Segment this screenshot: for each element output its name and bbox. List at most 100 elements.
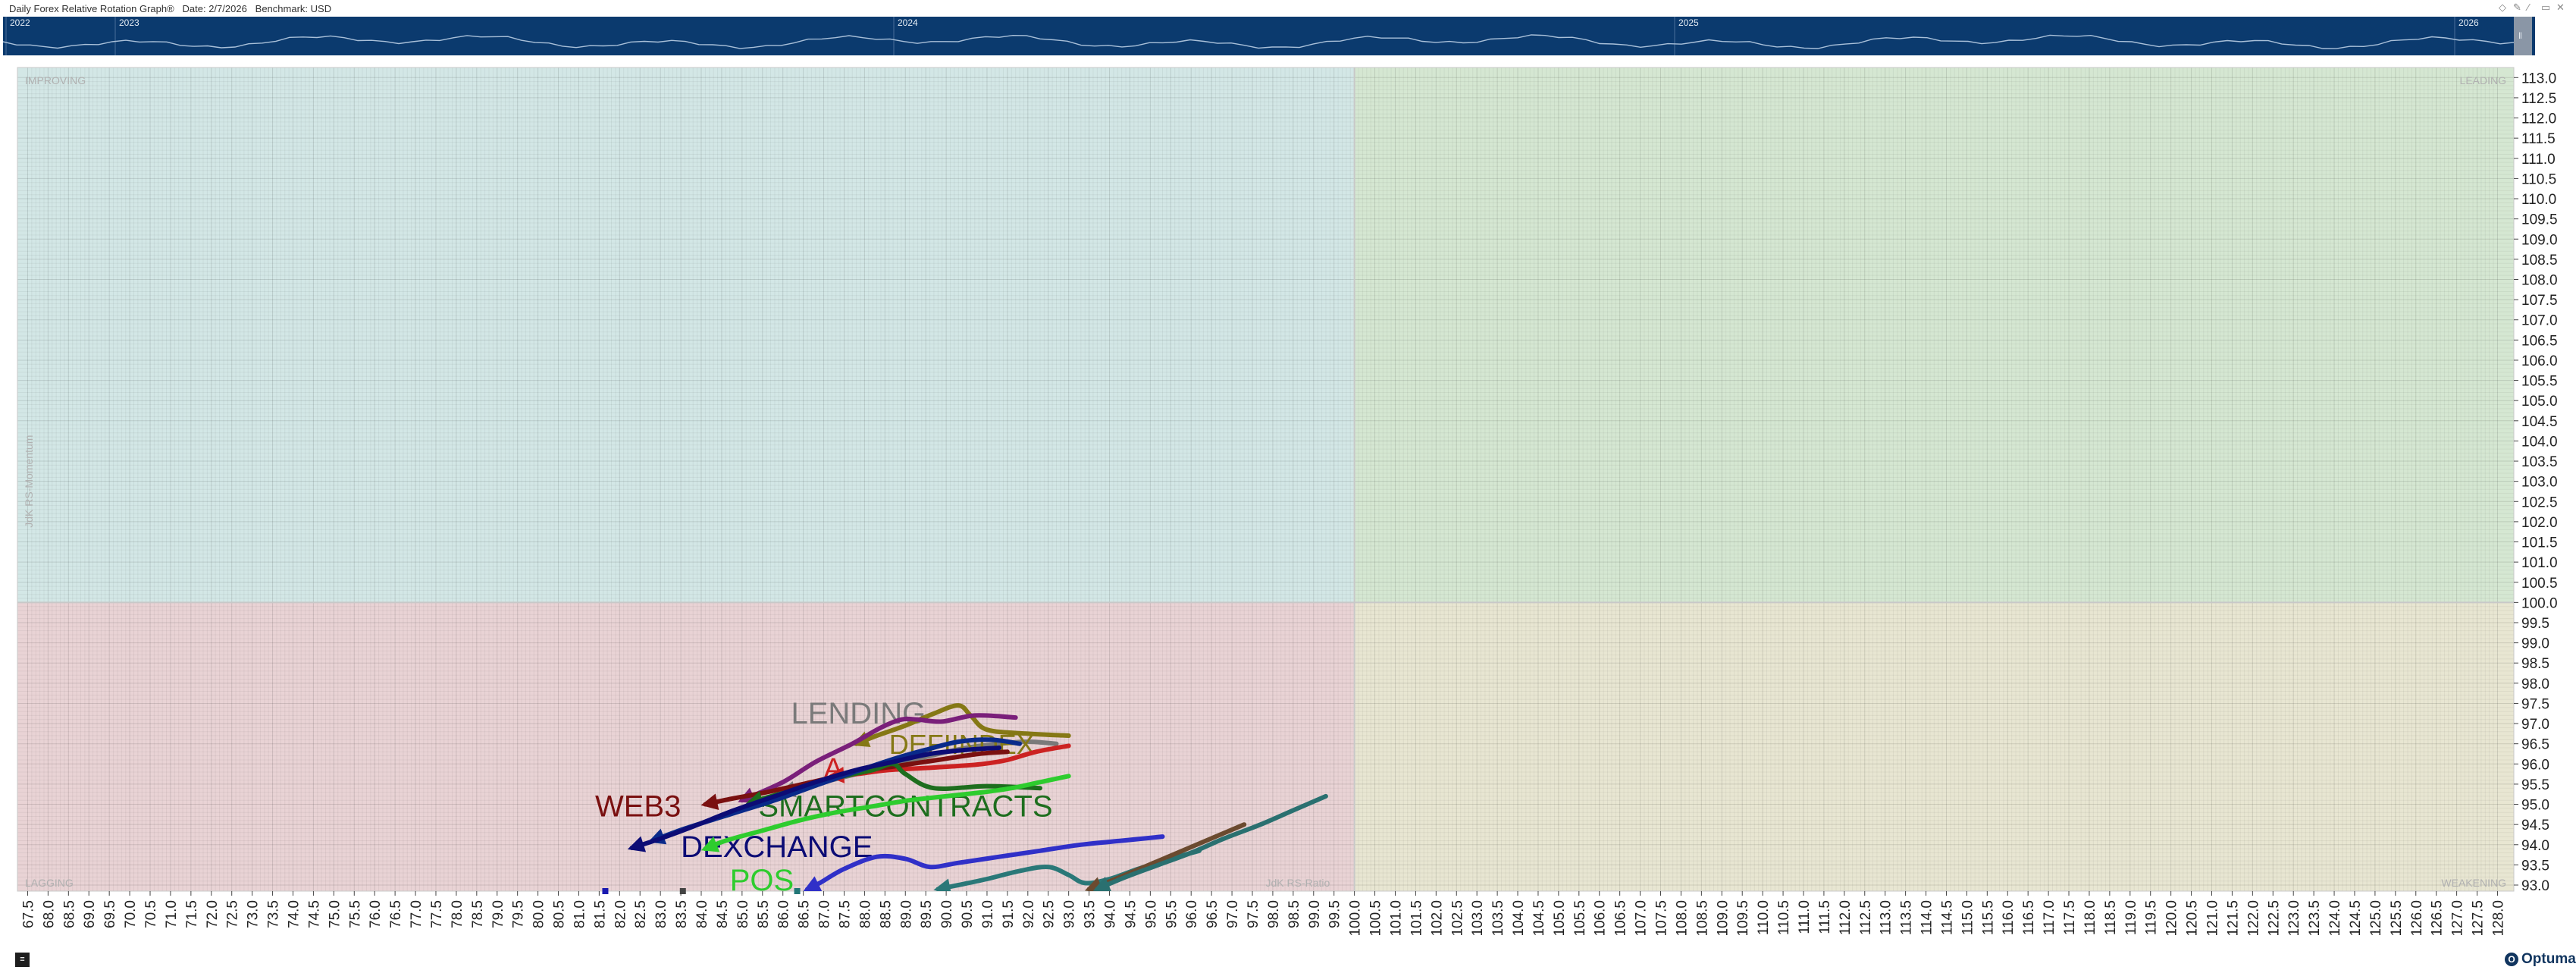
quadrant-leading bbox=[1354, 67, 2514, 603]
x-tick-label: 76.0 bbox=[368, 900, 384, 928]
x-tick-label: 118.5 bbox=[2103, 900, 2119, 935]
y-tick-label: 108.0 bbox=[2521, 272, 2558, 288]
x-tick-label: 73.0 bbox=[246, 900, 262, 928]
quadrant-label-improving: IMPROVING bbox=[25, 74, 86, 86]
x-tick-label: 115.5 bbox=[1980, 900, 1996, 935]
y-tick-label: 96.5 bbox=[2521, 737, 2549, 753]
y-axis: 93.0 93.5 94.0 94.5 95.0 95.5 96.0 96.5 97.0 97.5… bbox=[2514, 71, 2558, 894]
diamond-icon[interactable]: ◇ bbox=[2499, 2, 2506, 13]
x-tick-label: 113.0 bbox=[1879, 900, 1894, 935]
x-tick-label: 100.0 bbox=[1348, 900, 1364, 937]
x-tick-label: 83.5 bbox=[674, 900, 690, 928]
x-tick-label: 96.5 bbox=[1205, 900, 1221, 928]
y-tick-label: 113.0 bbox=[2521, 71, 2556, 86]
tail-start-marker bbox=[602, 888, 609, 894]
series-pos: POS bbox=[700, 774, 1071, 897]
rrg-chart: IMPROVING LEADING LAGGING WEAKENING JdK RS-R… bbox=[17, 67, 2558, 937]
x-tick-label: 127.5 bbox=[2471, 900, 2487, 937]
x-tick-label: 70.0 bbox=[123, 900, 139, 928]
timeline-svg: 2022 2023 2024 2025 2026 bbox=[3, 17, 2528, 55]
pin-icon[interactable]: ✎ bbox=[2513, 2, 2521, 13]
x-tick-label: 99.5 bbox=[1327, 900, 1343, 928]
close-icon[interactable]: ✕ bbox=[2556, 2, 2565, 13]
y-tick-label: 111.0 bbox=[2521, 152, 2556, 168]
grid-lines bbox=[17, 67, 2514, 891]
x-tick-label: 90.5 bbox=[960, 900, 976, 928]
y-tick-label: 93.5 bbox=[2521, 858, 2549, 874]
tail-start-marker bbox=[794, 888, 801, 894]
y-tick-label: 94.0 bbox=[2521, 838, 2549, 854]
series-arrow-teal-high bbox=[1092, 876, 1111, 891]
y-tick-label: 100.5 bbox=[2521, 576, 2558, 592]
x-tick-label: 124.5 bbox=[2348, 900, 2364, 937]
x-tick-label: 86.0 bbox=[776, 900, 792, 928]
x-tick-label: 105.5 bbox=[1572, 900, 1588, 937]
timeline-range-handle[interactable] bbox=[2514, 17, 2532, 55]
x-tick-label: 111.0 bbox=[1797, 900, 1813, 934]
x-tick-label: 128.0 bbox=[2490, 900, 2506, 937]
x-tick-label: 87.5 bbox=[837, 900, 853, 928]
series-tail-blue-low bbox=[805, 834, 1165, 891]
quadrant-label-lagging: LAGGING bbox=[25, 877, 74, 889]
x-tick-label: 99.0 bbox=[1307, 900, 1323, 928]
x-tick-label: 74.5 bbox=[306, 900, 322, 928]
series-arrow-teal-low bbox=[933, 878, 951, 891]
series-label-pos: POS bbox=[730, 864, 794, 897]
y-tick-label: 103.5 bbox=[2521, 454, 2558, 470]
x-tick-label: 94.5 bbox=[1123, 900, 1139, 928]
x-tick-label: 120.0 bbox=[2164, 900, 2180, 937]
x-tick-label: 102.0 bbox=[1429, 900, 1445, 937]
timeline-year-label: 2023 bbox=[119, 17, 139, 28]
timeline-year-label: 2026 bbox=[2458, 17, 2479, 28]
series-teal-high bbox=[1092, 793, 1328, 891]
y-tick-label: 109.5 bbox=[2521, 212, 2558, 228]
x-tick-label: 80.5 bbox=[552, 900, 568, 928]
y-tick-label: 100.0 bbox=[2521, 595, 2558, 611]
x-tick-label: 97.0 bbox=[1225, 900, 1241, 928]
x-tick-label: 114.5 bbox=[1939, 900, 1955, 935]
x-tick-label: 83.0 bbox=[653, 900, 669, 928]
y-tick-label: 112.5 bbox=[2521, 91, 2556, 107]
series-web3: WEB3 bbox=[595, 749, 1010, 824]
x-tick-label: 90.0 bbox=[939, 900, 955, 928]
x-tick-label: 104.0 bbox=[1511, 900, 1527, 937]
x-tick-label: 77.0 bbox=[409, 900, 425, 928]
series-dexchange: DEXCHANGE bbox=[627, 746, 1002, 864]
x-tick-label: 68.5 bbox=[61, 900, 77, 928]
x-tick-label: 101.5 bbox=[1409, 900, 1424, 937]
x-tick-label: 76.5 bbox=[388, 900, 404, 928]
series-tail-meme bbox=[739, 713, 1018, 803]
y-tick-label: 105.0 bbox=[2521, 394, 2558, 410]
x-tick-label: 92.0 bbox=[1021, 900, 1037, 928]
x-tick-label: 125.5 bbox=[2389, 900, 2405, 937]
x-tick-label: 123.0 bbox=[2286, 900, 2302, 937]
x-tick-label: 102.5 bbox=[1449, 900, 1465, 937]
x-tick-label: 89.0 bbox=[898, 900, 914, 928]
x-tick-label: 125.0 bbox=[2368, 900, 2384, 937]
y-tick-label: 107.5 bbox=[2521, 293, 2558, 309]
x-axis-title: JdK RS-Ratio bbox=[1266, 877, 1330, 889]
y-tick-label: 99.0 bbox=[2521, 636, 2549, 652]
handle-grip-icon[interactable]: ‖ bbox=[2518, 30, 2522, 41]
x-tick-label: 110.5 bbox=[1776, 900, 1792, 935]
x-tick-label: 118.0 bbox=[2082, 900, 2098, 935]
x-tick-label: 67.5 bbox=[20, 900, 36, 928]
y-tick-label: 97.0 bbox=[2521, 717, 2549, 733]
series-arrow-pos bbox=[700, 836, 720, 852]
resize-icon[interactable]: ⁄ bbox=[2527, 2, 2530, 13]
restore-icon[interactable]: ▭ bbox=[2541, 2, 2551, 13]
quadrant-improving bbox=[17, 67, 1355, 603]
y-tick-label: 93.0 bbox=[2521, 878, 2549, 894]
x-tick-label: 111.5 bbox=[1817, 900, 1833, 934]
menu-icon[interactable]: ≡ bbox=[15, 953, 30, 967]
x-tick-label: 100.5 bbox=[1368, 900, 1384, 937]
x-tick-label: 126.0 bbox=[2409, 900, 2425, 937]
y-tick-label: 101.5 bbox=[2521, 535, 2558, 551]
x-tick-label: 120.5 bbox=[2185, 900, 2201, 937]
optuma-logo-mark: O bbox=[2505, 953, 2518, 966]
timeline-price-line bbox=[3, 34, 2528, 49]
y-tick-label: 106.5 bbox=[2521, 333, 2558, 349]
x-tick-label: 89.5 bbox=[919, 900, 935, 928]
timeline-navigator[interactable]: 2022 2023 2024 2025 2026 bbox=[3, 17, 2535, 55]
x-tick-label: 115.0 bbox=[1960, 900, 1976, 935]
